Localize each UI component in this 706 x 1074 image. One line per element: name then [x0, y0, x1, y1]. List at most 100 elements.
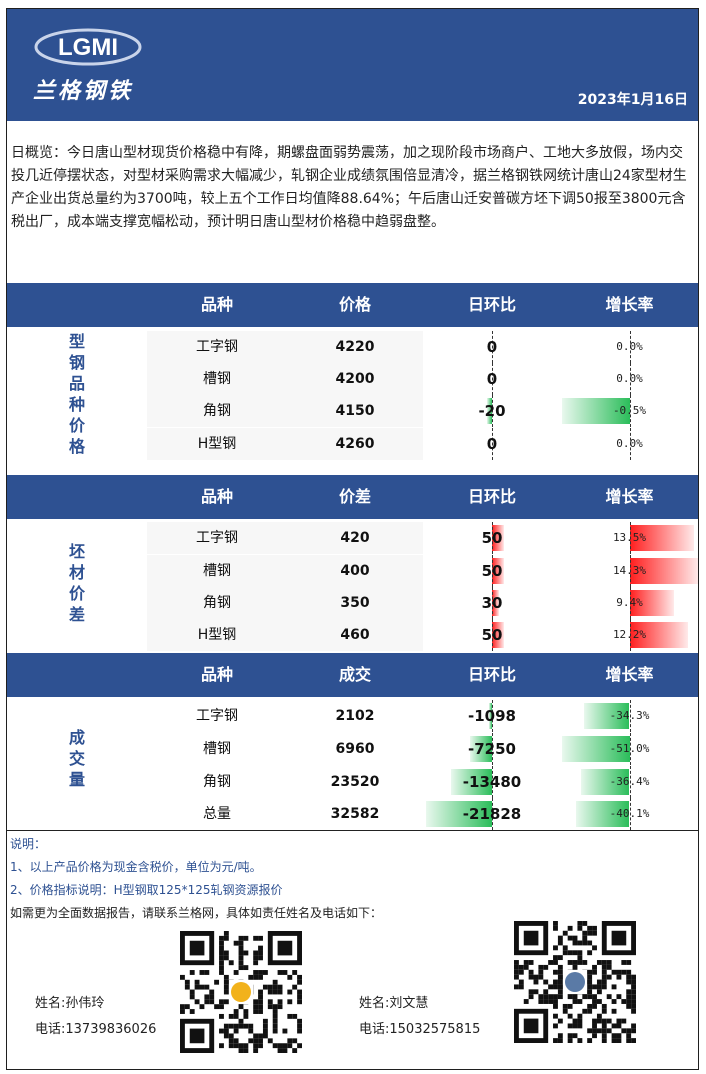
- table-row: 槽钢 400 50 14.3%: [147, 555, 698, 587]
- row-value: 4200: [287, 363, 423, 395]
- row-change: 50: [423, 555, 561, 587]
- change-value: -21828: [462, 805, 522, 823]
- brand-name: 兰格钢铁: [33, 78, 134, 104]
- row-rate: -34.3%: [561, 700, 698, 732]
- row-rate: 0.0%: [561, 428, 698, 460]
- rate-value: -34.3%: [609, 709, 650, 722]
- row-rate: -0.5%: [561, 395, 698, 427]
- section-label: 型钢品种价格: [68, 332, 85, 456]
- zero-axis: [629, 700, 631, 732]
- row-change: -21828: [423, 798, 561, 830]
- report-date: 2023年1月16日: [577, 92, 688, 108]
- rate-value: -36.4%: [609, 775, 650, 788]
- section-header: 品种 成交 日环比 增长率: [7, 653, 698, 697]
- zero-axis: [629, 619, 631, 651]
- zero-axis: [492, 587, 493, 619]
- notes-line-2: 2、价格指标说明：H型钢取125*125轧钢资源报价: [10, 883, 283, 897]
- row-change: 30: [423, 587, 561, 619]
- change-bar: [487, 398, 492, 424]
- rate-value: -0.5%: [612, 404, 647, 417]
- row-name: 工字钢: [196, 708, 238, 724]
- contact-phone: 电话:15032575815: [359, 1022, 481, 1037]
- row-rate: 13.5%: [561, 522, 698, 554]
- notes-line-1: 1、以上产品价格为现金含税价，单位为元/吨。: [10, 860, 262, 874]
- zero-axis: [629, 522, 631, 554]
- zero-axis: [492, 331, 493, 363]
- zero-axis: [492, 363, 493, 395]
- zero-axis: [629, 587, 631, 619]
- section-volume: 品种 成交 日环比 增长率 成交量 工字钢 2102 -1098 -34.3% 槽钢 69…: [7, 653, 698, 831]
- rate-value: 9.4%: [616, 596, 643, 609]
- contact-1: 姓名:孙伟玲 电话:13739836026: [35, 991, 156, 1043]
- rate-bar: [629, 558, 698, 584]
- zero-axis: [492, 555, 493, 587]
- row-rate: 9.4%: [561, 587, 698, 619]
- row-rate: 12.2%: [561, 619, 698, 651]
- change-value: -13480: [462, 773, 522, 791]
- rate-value: -40.1%: [609, 807, 650, 820]
- rate-bar: [629, 525, 694, 551]
- rate-value: 13.5%: [612, 531, 647, 544]
- row-value: 460: [287, 619, 423, 651]
- report-header: LGMI 兰格钢铁 2023年1月16日: [7, 9, 698, 121]
- row-rate: -36.4%: [561, 766, 698, 798]
- row-value: 4220: [287, 331, 423, 363]
- table-row: 工字钢 4220 0 0.0%: [147, 331, 698, 363]
- rate-bar: [576, 801, 630, 827]
- row-name: 工字钢: [147, 522, 287, 554]
- col-header-value: 成交: [338, 665, 371, 684]
- row-name: H型钢: [147, 619, 287, 651]
- section-price: 品种 价格 日环比 增长率 型钢品种价格 工字钢 4220 0 0.0% 槽钢 4200 0…: [7, 283, 698, 475]
- zero-axis: [629, 766, 631, 798]
- rate-value: 12.2%: [612, 628, 647, 641]
- row-rate: 0.0%: [561, 363, 698, 395]
- row-name: 角钢: [147, 587, 287, 619]
- row-name: 工字钢: [147, 331, 287, 363]
- row-value: 420: [287, 522, 423, 554]
- rate-bar: [583, 703, 630, 729]
- rate-value: 0.0%: [616, 437, 643, 450]
- section-label: 坯材价差: [68, 542, 85, 624]
- qr-code-2[interactable]: [513, 921, 637, 1043]
- table-row: 工字钢 420 50 13.5%: [147, 522, 698, 554]
- row-rate: 14.3%: [561, 555, 698, 587]
- col-header-value: 价差: [338, 487, 371, 506]
- col-header-name: 品种: [200, 295, 233, 314]
- rate-bar: [629, 622, 688, 648]
- row-value: 6960: [335, 741, 375, 757]
- row-name: 槽钢: [147, 363, 287, 395]
- change-value: 50: [481, 626, 503, 644]
- row-value: 4260: [287, 428, 423, 460]
- row-value: 4150: [287, 395, 423, 427]
- col-header-change: 日环比: [467, 295, 516, 314]
- rate-value: 14.3%: [612, 564, 647, 577]
- table-row: 角钢 23520 -13480 -36.4%: [147, 766, 698, 798]
- row-name: H型钢: [147, 428, 287, 460]
- lgmi-logo: LGMI: [34, 28, 142, 66]
- table-row: 角钢 4150 -20 -0.5%: [147, 395, 698, 427]
- table-row: H型钢 460 50 12.2%: [147, 619, 698, 651]
- table-row: 角钢 350 30 9.4%: [147, 587, 698, 619]
- change-bar: [470, 736, 492, 762]
- row-change: 0: [423, 428, 561, 460]
- rate-bar: [561, 736, 630, 762]
- row-rate: 0.0%: [561, 331, 698, 363]
- row-change: -7250: [423, 733, 561, 765]
- qr-code-1[interactable]: [179, 931, 303, 1053]
- contact-name: 姓名:刘文慧: [359, 996, 429, 1011]
- change-value: 0: [486, 435, 498, 453]
- row-change: 50: [423, 619, 561, 651]
- change-value: -1098: [468, 707, 516, 725]
- contact-2: 姓名:刘文慧 电话:15032575815: [359, 991, 480, 1043]
- table-row: 工字钢 2102 -1098 -34.3%: [147, 700, 698, 732]
- report-page: LGMI 兰格钢铁 2023年1月16日 日概览：今日唐山型材现货价格稳中有降，…: [6, 8, 699, 1070]
- zero-axis: [492, 733, 493, 765]
- row-change: -13480: [423, 766, 561, 798]
- col-header-change: 日环比: [467, 665, 516, 684]
- rate-bar: [629, 590, 675, 616]
- change-bar: [492, 525, 504, 551]
- change-value: 50: [481, 529, 503, 547]
- zero-axis: [492, 395, 493, 427]
- row-name: 总量: [203, 806, 231, 822]
- row-value: 23520: [330, 774, 380, 790]
